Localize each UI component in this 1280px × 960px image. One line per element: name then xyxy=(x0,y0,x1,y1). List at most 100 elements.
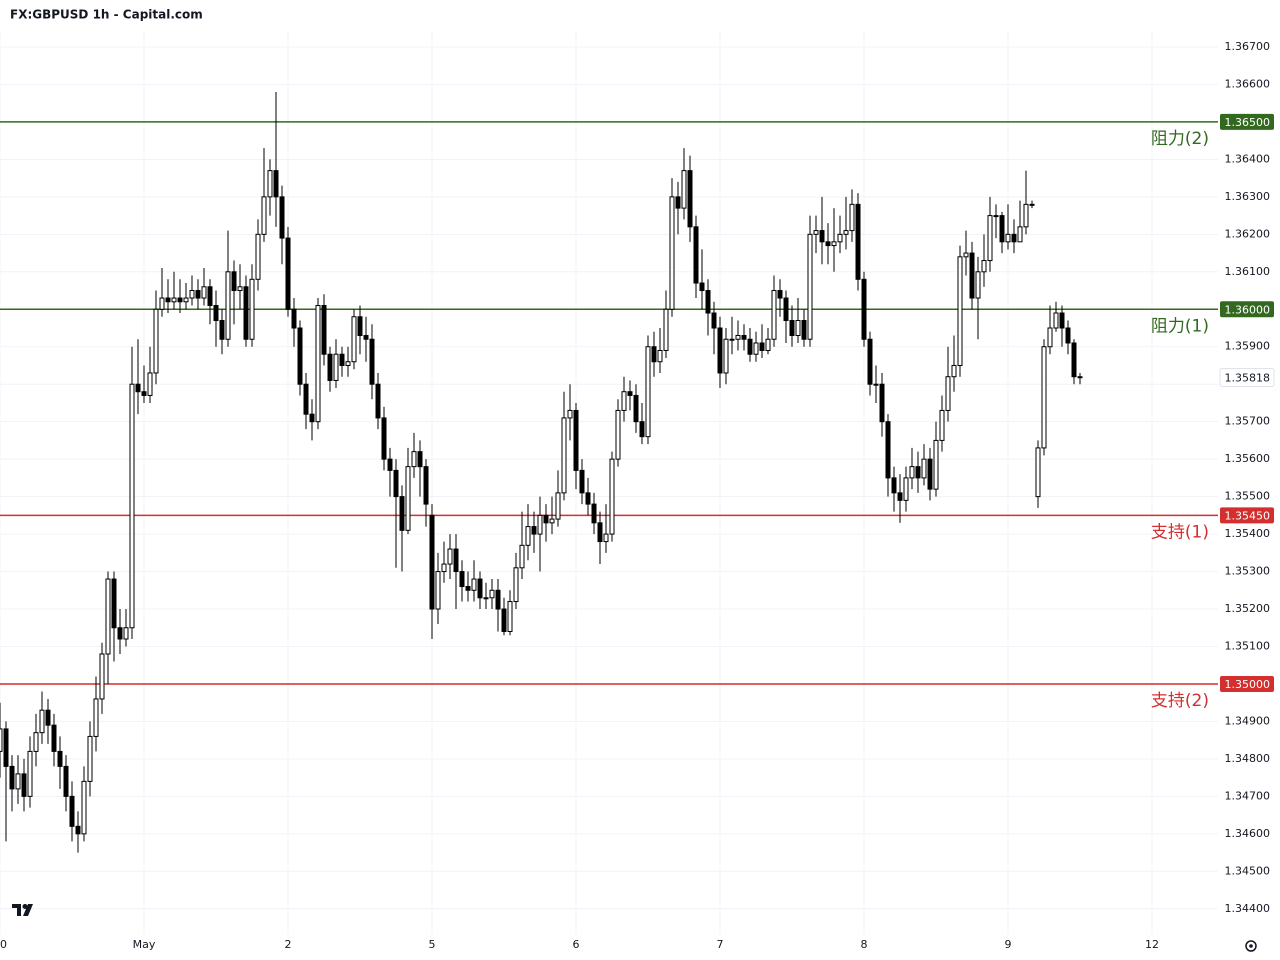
candle-body xyxy=(1077,376,1083,379)
y-tick-label: 1.34700 xyxy=(1225,789,1271,802)
candle-body xyxy=(435,571,441,610)
candle-body xyxy=(9,765,15,790)
candle xyxy=(567,384,573,441)
candle xyxy=(969,241,975,310)
candle xyxy=(363,316,369,362)
candle xyxy=(1065,320,1071,355)
y-tick-label: 1.35900 xyxy=(1225,340,1271,353)
candle-body xyxy=(171,297,177,303)
candle-body xyxy=(753,342,759,355)
candle-body xyxy=(297,327,303,385)
grid-layer xyxy=(0,32,1218,935)
candle-body xyxy=(909,466,915,479)
candle xyxy=(375,372,381,430)
candle-body xyxy=(363,334,369,340)
candle-body xyxy=(633,394,639,423)
candle xyxy=(789,305,795,347)
settings-icon[interactable] xyxy=(1245,940,1257,952)
candle-body xyxy=(21,773,27,797)
candle-body xyxy=(855,203,861,280)
candle xyxy=(27,736,33,808)
candle xyxy=(849,189,855,242)
last-price-label: 1.35818 xyxy=(1225,371,1271,384)
y-tick-label: 1.35200 xyxy=(1225,602,1271,615)
candle-body xyxy=(1065,327,1071,344)
candle-body xyxy=(945,376,951,411)
candle-body xyxy=(87,735,93,782)
candle-body xyxy=(75,825,81,835)
candle xyxy=(501,597,507,636)
candle xyxy=(369,324,375,400)
y-tick-label: 1.34500 xyxy=(1225,864,1271,877)
y-tick-label: 1.34800 xyxy=(1225,752,1271,765)
candle xyxy=(411,432,417,478)
level-badge-label: 1.35000 xyxy=(1225,678,1271,691)
candle-body xyxy=(615,409,621,460)
candle xyxy=(981,234,987,287)
candle xyxy=(1041,339,1047,456)
candle xyxy=(135,339,141,415)
candle-body xyxy=(735,334,741,340)
candle-body xyxy=(705,290,711,314)
candle-body xyxy=(63,765,69,797)
candle-body xyxy=(405,466,411,531)
candle xyxy=(0,702,3,778)
candle-body xyxy=(555,492,561,520)
candle xyxy=(585,477,591,516)
candle xyxy=(471,560,477,602)
candle xyxy=(759,324,765,358)
candle-body xyxy=(201,286,207,299)
candle-body xyxy=(147,372,153,396)
candle-body xyxy=(837,233,843,243)
candle-body xyxy=(141,391,147,396)
candle xyxy=(1011,219,1017,254)
candle-body xyxy=(1059,312,1065,329)
candle xyxy=(303,372,309,430)
level-badge xyxy=(1220,675,1274,692)
candle-body xyxy=(393,469,399,498)
candle xyxy=(381,406,387,471)
candle-body xyxy=(417,451,423,468)
candle xyxy=(1029,200,1035,209)
candle-body xyxy=(321,305,327,355)
candle xyxy=(687,155,693,242)
candle-body xyxy=(309,413,315,423)
candle xyxy=(237,264,243,310)
candle xyxy=(819,196,825,265)
x-tick-label: 0 xyxy=(0,938,7,951)
candle-body xyxy=(867,338,873,385)
candle-body xyxy=(1041,346,1047,449)
candle-body xyxy=(267,170,273,198)
candle xyxy=(519,511,525,580)
candle xyxy=(561,391,567,501)
candle-body xyxy=(711,312,717,329)
y-tick-label: 1.34600 xyxy=(1225,827,1271,840)
candle-body xyxy=(645,346,651,438)
candle-body xyxy=(477,578,483,599)
levels-layer: 阻力(2) 阻力(1) 支持(1) 支持(2) xyxy=(0,121,1218,711)
candle-body xyxy=(513,567,519,603)
candle xyxy=(21,758,27,812)
candle-body xyxy=(123,627,129,640)
candle xyxy=(579,459,585,505)
candle-body xyxy=(453,548,459,573)
candle-body xyxy=(969,252,975,299)
candle xyxy=(195,279,201,310)
candle-body xyxy=(957,256,963,366)
candle-body xyxy=(429,514,435,610)
candle-body xyxy=(219,320,225,340)
candle-body xyxy=(1071,342,1077,378)
y-tick-label: 1.34900 xyxy=(1225,714,1271,727)
tradingview-logo xyxy=(12,904,33,916)
y-tick-label: 1.36300 xyxy=(1225,190,1271,203)
candle-body xyxy=(861,278,867,340)
candle-body xyxy=(411,451,417,468)
candle xyxy=(201,268,207,306)
candle xyxy=(249,264,255,347)
candle-body xyxy=(669,196,675,310)
candle-body xyxy=(159,297,165,310)
candle-body xyxy=(651,346,657,363)
candle-body xyxy=(621,391,627,411)
candle-body xyxy=(465,586,471,591)
x-tick-label: 2 xyxy=(285,938,292,951)
